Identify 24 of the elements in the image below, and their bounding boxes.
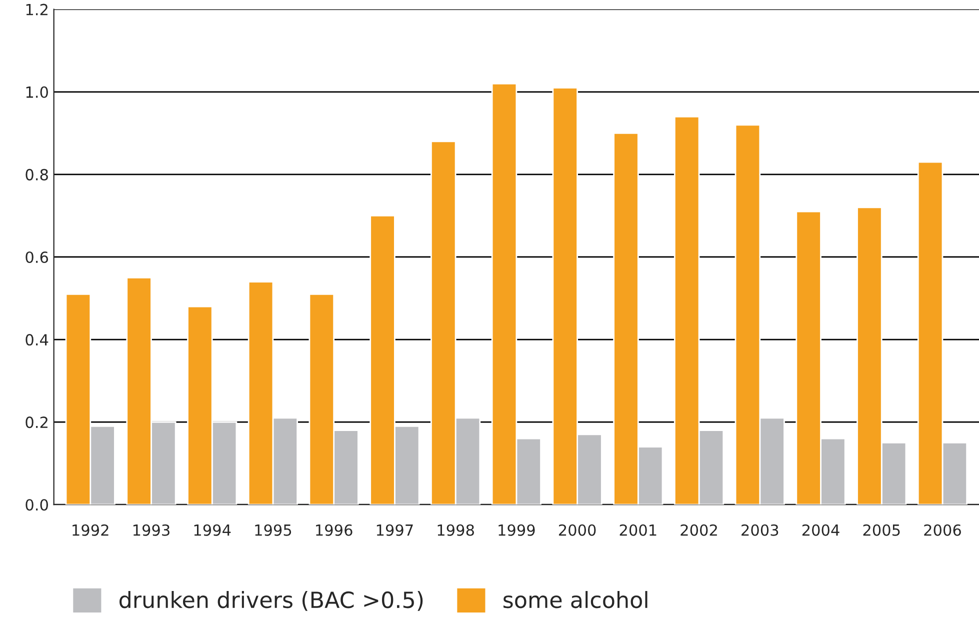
x-tick-label: 1993 bbox=[133, 524, 170, 536]
x-tick-label: 1999 bbox=[498, 524, 535, 536]
x-tick-label: 1997 bbox=[376, 524, 413, 536]
x-tick-label: 2000 bbox=[558, 524, 596, 536]
y-tick-label: 0.0 bbox=[26, 499, 48, 511]
x-tick-label: 2002 bbox=[680, 524, 717, 536]
legend-label: drunken drivers (BAC >0.5) bbox=[120, 591, 423, 611]
x-tick-label: 2006 bbox=[924, 524, 961, 536]
y-tick-label: 0.2 bbox=[26, 416, 48, 428]
x-tick-label: 1998 bbox=[438, 524, 474, 536]
x-tick-label: 1992 bbox=[72, 524, 108, 536]
x-tick-label: 2005 bbox=[863, 524, 900, 536]
y-tick-label: 0.8 bbox=[26, 168, 48, 180]
x-tick-label: 2004 bbox=[802, 524, 840, 536]
y-tick-label: 0.4 bbox=[26, 334, 48, 346]
x-tick-label: 2003 bbox=[742, 524, 778, 536]
x-tick-label: 1996 bbox=[316, 524, 352, 536]
legend-label: some alcohol bbox=[504, 591, 648, 608]
x-tick-label: 2001 bbox=[620, 524, 656, 536]
y-tick-label: 0.6 bbox=[26, 251, 48, 264]
y-tick-label: 1.0 bbox=[26, 86, 48, 98]
x-tick-label: 1995 bbox=[255, 524, 292, 536]
y-tick-label: 1.2 bbox=[26, 4, 48, 16]
x-tick-label: 1994 bbox=[194, 524, 231, 536]
